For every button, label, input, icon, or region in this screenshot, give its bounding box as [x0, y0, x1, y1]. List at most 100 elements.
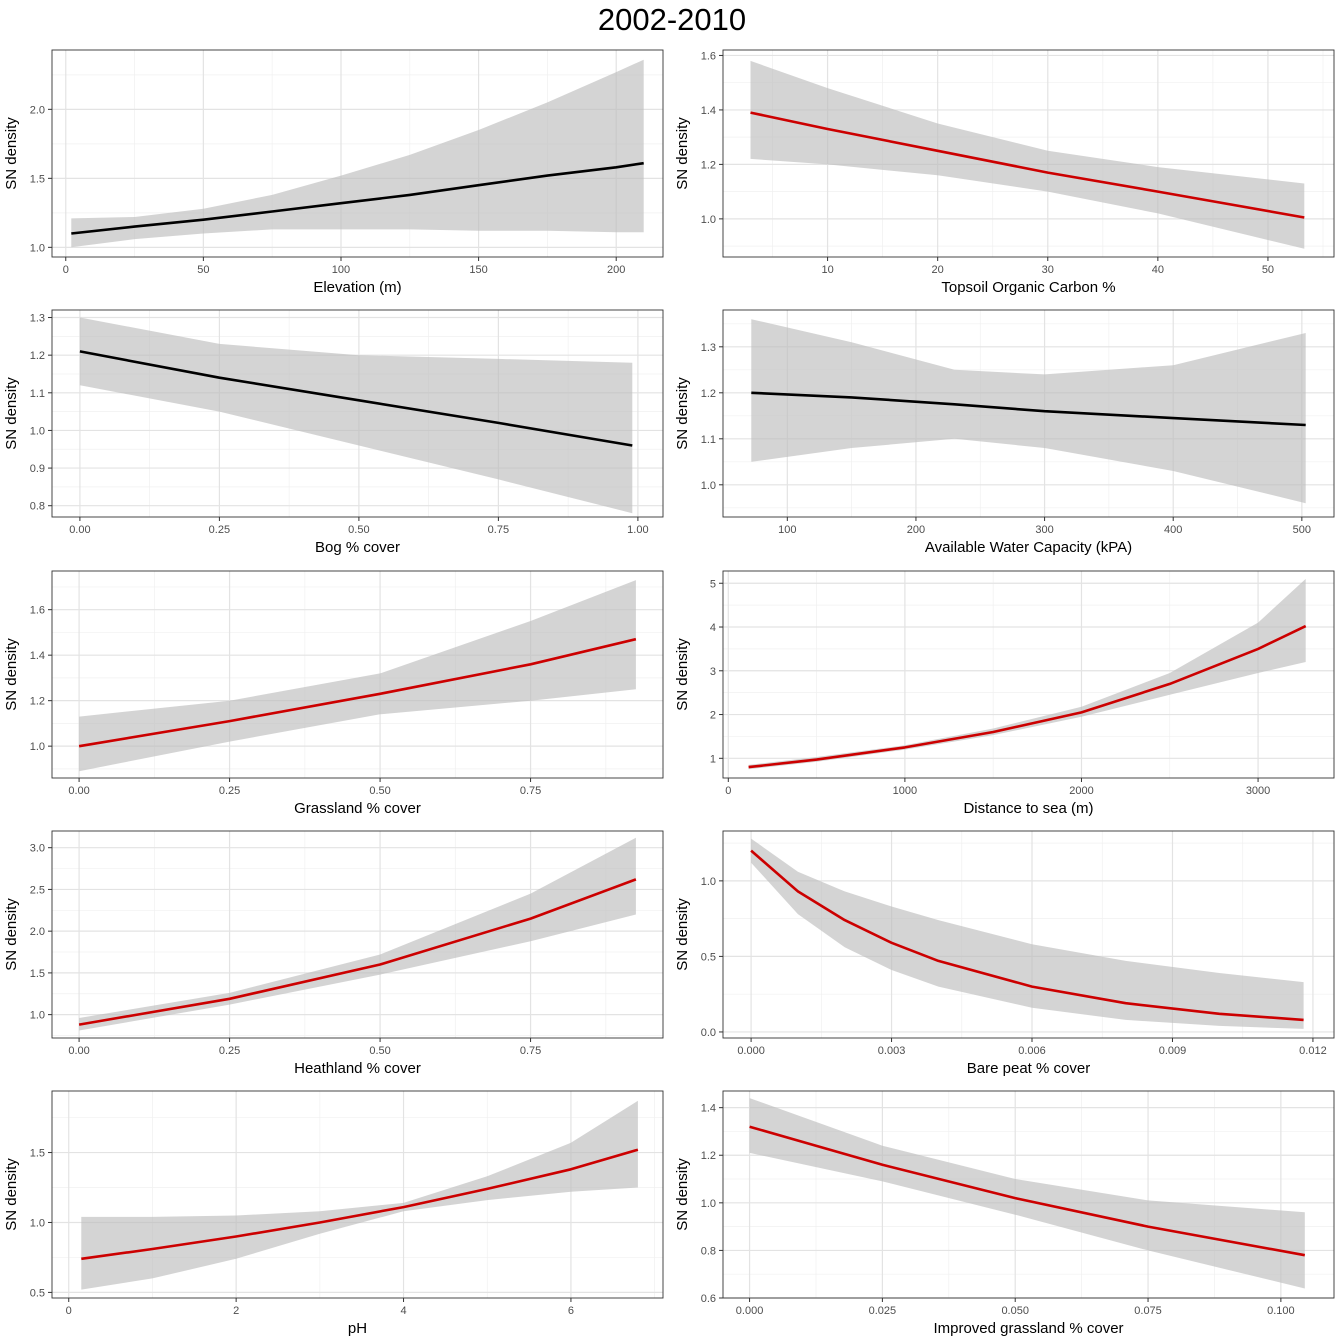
x-tick-label: 3000: [1246, 785, 1270, 797]
y-tick-label: 4: [710, 622, 716, 634]
panel-9: 0 2 4 6 0.5 1.0 1.5 pH SN density: [3, 1090, 664, 1337]
x-tick-label: 200: [907, 524, 925, 536]
x-tick-label: 40: [1152, 264, 1164, 276]
panel-10: 0.000 0.025 0.050 0.075 0.100 0.6 0.8 1.0 1.2 1.4…: [674, 1090, 1335, 1337]
panel-5: 0.00 0.25 0.50 0.75 1.0 1.2 1.4 1.6 Grassland % …: [3, 570, 664, 817]
y-tick-label: 1.0: [701, 480, 716, 492]
x-tick-label: 0.50: [369, 1045, 390, 1057]
panel-border: [722, 570, 1335, 779]
fitted-line: [748, 624, 1307, 769]
panel-border: [51, 309, 664, 518]
y-tick-label: 0.9: [30, 463, 45, 475]
x-tick-label: 0.003: [878, 1045, 906, 1057]
x-tick-label: 30: [1042, 264, 1054, 276]
y-tick-label: 1.1: [30, 388, 45, 400]
x-axis-title: Heathland % cover: [294, 1060, 421, 1077]
x-axis-title: Elevation (m): [313, 279, 401, 296]
panel-2: 10 20 30 40 50 1.0 1.2 1.4 1.6 Topsoil Organic Ca…: [674, 49, 1335, 296]
x-tick-label: 6: [568, 1305, 574, 1317]
x-tick-label: 0.050: [1001, 1305, 1029, 1317]
panel-border: [722, 1090, 1335, 1299]
fitted-line: [78, 637, 637, 748]
y-axis-title: SN density: [3, 638, 20, 711]
x-tick-label: 0.25: [219, 1045, 240, 1057]
x-tick-label: 0.075: [1134, 1305, 1162, 1317]
confidence-ribbon: [79, 837, 636, 1031]
x-tick-label: 0.006: [1018, 1045, 1046, 1057]
x-tick-label: 20: [932, 264, 944, 276]
x-tick-label: 2000: [1069, 785, 1093, 797]
y-tick-label: 3: [710, 666, 716, 678]
y-tick-label: 1: [710, 753, 716, 765]
y-tick-label: 1.5: [30, 1148, 45, 1160]
fitted-line: [78, 878, 637, 1026]
x-tick-label: 0.75: [520, 1045, 541, 1057]
panel-4: 100 200 300 400 500 1.0 1.1 1.2 1.3 Available Wat…: [674, 309, 1335, 556]
x-axis-title: Grassland % cover: [294, 800, 421, 817]
x-tick-label: 2: [233, 1305, 239, 1317]
fitted-line: [81, 1148, 639, 1261]
panel-8: 0.000 0.003 0.006 0.009 0.012 0.0 0.5 1.0 Bare p…: [674, 830, 1335, 1077]
y-tick-label: 2.0: [30, 104, 45, 116]
x-tick-label: 400: [1164, 524, 1182, 536]
y-tick-label: 1.0: [30, 425, 45, 437]
y-axis-title: SN density: [3, 117, 20, 190]
confidence-ribbon: [79, 317, 633, 514]
y-tick-label: 1.2: [701, 159, 716, 171]
x-tick-label: 0.75: [520, 785, 541, 797]
panel-border: [51, 570, 664, 779]
panel-border: [51, 49, 664, 258]
panel-background: [52, 831, 663, 1038]
x-tick-label: 200: [607, 264, 625, 276]
y-tick-label: 1.0: [30, 741, 45, 753]
y-tick-label: 0.6: [701, 1293, 716, 1305]
y-axis-title: SN density: [3, 377, 20, 450]
y-tick-label: 1.3: [701, 342, 716, 354]
y-tick-label: 0.5: [701, 951, 716, 963]
x-tick-label: 10: [821, 264, 833, 276]
y-tick-label: 1.5: [30, 173, 45, 185]
confidence-ribbon: [71, 59, 644, 248]
x-tick-label: 0.00: [68, 1045, 89, 1057]
confidence-ribbon: [81, 1100, 638, 1290]
y-axis-title: SN density: [674, 117, 691, 190]
x-axis-title: Bog % cover: [315, 539, 400, 556]
y-tick-label: 1.4: [30, 650, 45, 662]
x-axis-title: Topsoil Organic Carbon %: [941, 279, 1115, 296]
x-tick-label: 0: [66, 1305, 72, 1317]
y-tick-label: 1.0: [701, 214, 716, 226]
y-tick-label: 1.4: [701, 1103, 716, 1115]
y-tick-label: 1.2: [701, 388, 716, 400]
y-tick-label: 2.0: [30, 926, 45, 938]
y-tick-label: 2: [710, 710, 716, 722]
x-axis-title: Available Water Capacity (kPA): [925, 539, 1132, 556]
y-tick-label: 1.2: [30, 696, 45, 708]
confidence-ribbon: [751, 838, 1304, 1029]
x-tick-label: 50: [197, 264, 209, 276]
y-tick-label: 1.0: [701, 1198, 716, 1210]
y-tick-label: 1.0: [30, 1217, 45, 1229]
y-tick-label: 1.6: [701, 50, 716, 62]
x-tick-label: 0.25: [219, 785, 240, 797]
fitted-line: [71, 161, 644, 235]
x-tick-label: 0.00: [69, 524, 90, 536]
x-axis-title: Bare peat % cover: [967, 1060, 1090, 1077]
y-axis-title: SN density: [674, 898, 691, 971]
x-tick-label: 0.025: [869, 1305, 897, 1317]
fitted-line: [749, 1125, 1306, 1257]
x-tick-label: 0.50: [348, 524, 369, 536]
x-tick-label: 0.00: [68, 785, 89, 797]
y-axis-title: SN density: [674, 1158, 691, 1231]
x-tick-label: 300: [1035, 524, 1053, 536]
x-tick-label: 0.25: [209, 524, 230, 536]
confidence-ribbon: [749, 1098, 1305, 1289]
x-tick-label: 150: [469, 264, 487, 276]
x-tick-label: 1000: [893, 785, 917, 797]
y-tick-label: 3.0: [30, 843, 45, 855]
panel-border: [722, 830, 1335, 1039]
x-tick-label: 100: [332, 264, 350, 276]
y-tick-label: 1.2: [701, 1150, 716, 1162]
panel-3: 0.00 0.25 0.50 0.75 1.00 0.8 0.9 1.0 1.1 1.2 1.3 Bo…: [3, 309, 664, 556]
y-tick-label: 0.8: [701, 1245, 716, 1257]
y-tick-label: 0.5: [30, 1287, 45, 1299]
